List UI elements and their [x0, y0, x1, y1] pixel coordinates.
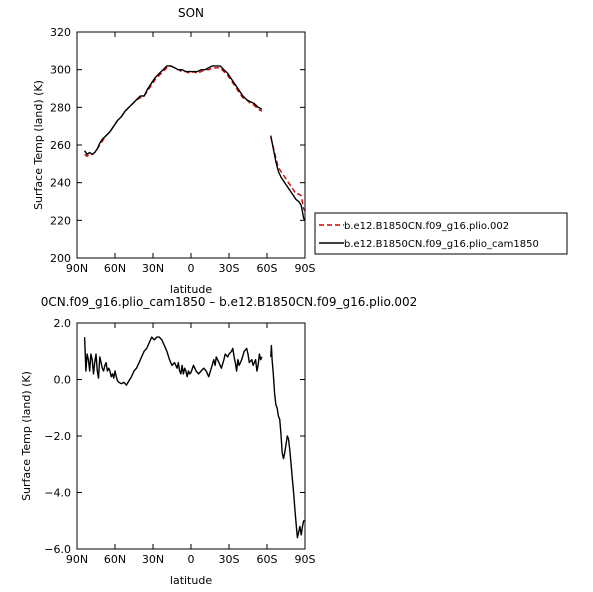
bottom-x-axis-label: latitude	[170, 574, 212, 587]
top-y-tick-label: 240	[50, 177, 71, 190]
top-series-2-line	[270, 135, 306, 221]
top-x-tick-label: 90N	[66, 262, 88, 275]
top-x-tick-label: 0	[188, 262, 195, 275]
bottom-x-tick-label: 30S	[219, 553, 240, 566]
legend-label-series-2: b.e12.B1850CN.f09_g16.plio_cam1850	[344, 239, 539, 250]
bottom-series-lines	[83, 336, 305, 539]
top-series-lines	[84, 65, 306, 221]
bottom-plot-frame	[76, 322, 306, 550]
top-y-tick-label: 220	[50, 214, 71, 227]
top-y-tick-label: 200	[50, 252, 71, 265]
top-y-tick-label: 280	[50, 101, 71, 114]
bottom-y-tick-label: −4.0	[44, 487, 71, 500]
bottom-series-1-line	[270, 344, 305, 539]
bottom-y-tick-label: −6.0	[44, 543, 71, 556]
bottom-x-tick-label: 90S	[295, 553, 316, 566]
top-axis-ticks: 90N 60N 30N 0 30S 60S 90S 200 220 240 260 280 300 320	[50, 26, 316, 275]
top-panel: SON Surface Temp (land) (K) latitude 90N…	[32, 6, 316, 296]
bottom-y-tick-label: 2.0	[54, 317, 72, 330]
top-panel-title: SON	[178, 6, 204, 20]
legend-label-series-1: b.e12.B1850CN.f09_g16.plio.002	[344, 221, 509, 232]
bottom-axis-ticks: 90N 60N 30N 0 30S 60S 90S −6.0 −4.0 −2.0 0.0 2.0	[44, 317, 315, 566]
top-x-tick-label: 30S	[219, 262, 240, 275]
bottom-panel: 0CN.f09_g16.plio_cam1850 – b.e12.B1850CN…	[20, 295, 417, 587]
bottom-x-tick-label: 60N	[104, 553, 126, 566]
bottom-x-tick-label: 90N	[66, 553, 88, 566]
bottom-x-tick-label: 30N	[142, 553, 164, 566]
bottom-y-axis-label: Surface Temp (land) (K)	[20, 371, 33, 501]
top-y-tick-label: 300	[50, 64, 71, 77]
top-y-tick-label: 260	[50, 139, 71, 152]
top-x-tick-label: 60S	[257, 262, 278, 275]
bottom-x-tick-label: 60S	[257, 553, 278, 566]
bottom-y-tick-label: 0.0	[54, 374, 72, 387]
top-series-2-line	[84, 65, 263, 156]
bottom-x-tick-label: 0	[188, 553, 195, 566]
bottom-panel-title: 0CN.f09_g16.plio_cam1850 – b.e12.B1850CN…	[41, 295, 418, 309]
top-x-tick-label: 90S	[295, 262, 316, 275]
top-plot-frame	[76, 31, 306, 259]
top-y-axis-label: Surface Temp (land) (K)	[32, 80, 45, 210]
top-series-1-line	[84, 65, 263, 158]
top-x-axis-label: latitude	[170, 283, 212, 296]
legend-box	[314, 212, 568, 255]
top-x-tick-label: 60N	[104, 262, 126, 275]
bottom-y-tick-label: −2.0	[44, 430, 71, 443]
top-x-tick-label: 30N	[142, 262, 164, 275]
top-series-1-line	[270, 137, 306, 212]
legend: b.e12.B1850CN.f09_g16.plio.002 b.e12.B18…	[314, 212, 568, 255]
bottom-series-1-line	[83, 336, 263, 386]
top-y-tick-label: 320	[50, 26, 71, 39]
